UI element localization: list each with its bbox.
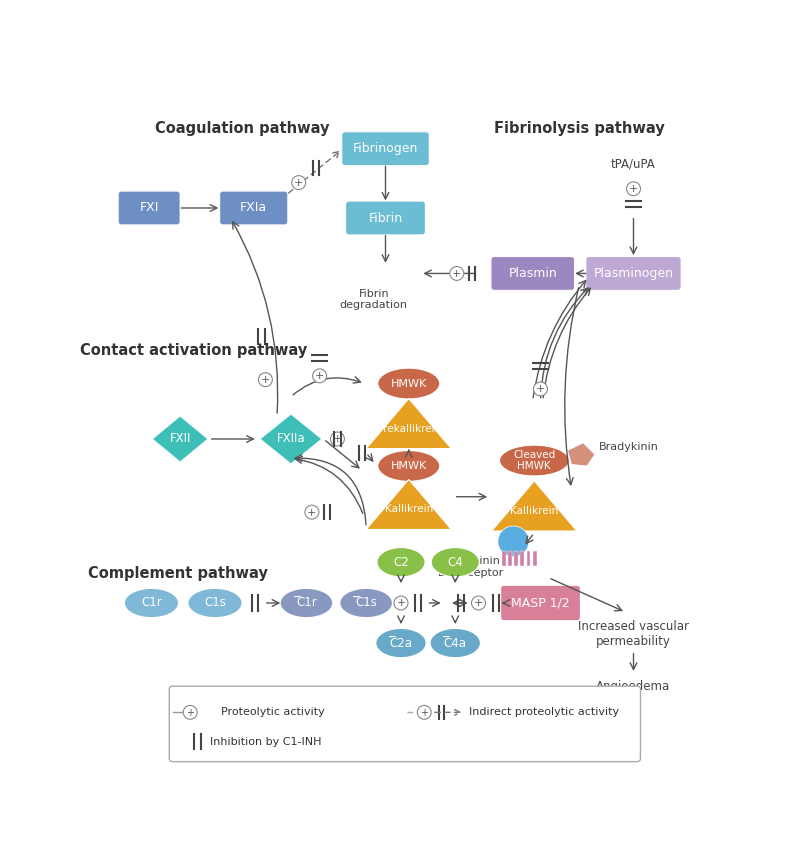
Circle shape bbox=[292, 176, 306, 190]
Text: Cleaved
HMWK: Cleaved HMWK bbox=[514, 450, 555, 472]
Ellipse shape bbox=[340, 589, 393, 617]
Ellipse shape bbox=[280, 589, 333, 617]
Text: C4a: C4a bbox=[444, 636, 467, 649]
Ellipse shape bbox=[377, 548, 425, 577]
Ellipse shape bbox=[188, 589, 242, 617]
Text: Angioedema: Angioedema bbox=[596, 680, 671, 693]
Text: FXII: FXII bbox=[169, 433, 191, 446]
Text: C2: C2 bbox=[393, 556, 409, 569]
Text: Contact activation pathway: Contact activation pathway bbox=[80, 342, 307, 358]
Circle shape bbox=[305, 505, 319, 519]
Circle shape bbox=[498, 526, 529, 557]
Circle shape bbox=[258, 373, 273, 387]
Circle shape bbox=[533, 382, 547, 396]
Text: Plasminogen: Plasminogen bbox=[593, 267, 674, 280]
Text: Proteolytic activity: Proteolytic activity bbox=[221, 707, 325, 717]
Polygon shape bbox=[366, 399, 451, 448]
Text: Fibrin: Fibrin bbox=[368, 212, 403, 225]
Text: +: + bbox=[420, 707, 428, 718]
FancyBboxPatch shape bbox=[342, 132, 429, 166]
Bar bbox=[514, 551, 518, 566]
Text: +: + bbox=[294, 178, 303, 188]
Circle shape bbox=[183, 706, 198, 720]
FancyBboxPatch shape bbox=[586, 257, 681, 290]
Polygon shape bbox=[491, 481, 577, 531]
Text: C1r: C1r bbox=[296, 596, 317, 610]
FancyBboxPatch shape bbox=[345, 201, 425, 235]
Text: Bradykinin: Bradykinin bbox=[599, 441, 659, 452]
Circle shape bbox=[626, 182, 641, 196]
Text: C2a: C2a bbox=[389, 636, 412, 649]
FancyBboxPatch shape bbox=[501, 585, 581, 621]
Bar bbox=[532, 551, 536, 566]
Circle shape bbox=[313, 369, 326, 382]
Text: +: + bbox=[452, 269, 461, 279]
Text: −: − bbox=[388, 631, 397, 642]
Text: +: + bbox=[629, 184, 638, 194]
Text: +: + bbox=[536, 384, 545, 394]
Polygon shape bbox=[366, 479, 451, 530]
Text: FXIIa: FXIIa bbox=[276, 433, 305, 446]
Text: Plasmin: Plasmin bbox=[509, 267, 557, 280]
Text: −: − bbox=[352, 591, 361, 602]
Text: Bradykinin
B2 receptor: Bradykinin B2 receptor bbox=[438, 556, 503, 577]
Text: Complement pathway: Complement pathway bbox=[88, 566, 268, 581]
Text: Fibrinolysis pathway: Fibrinolysis pathway bbox=[494, 121, 664, 136]
Text: Inhibition by C1-INH: Inhibition by C1-INH bbox=[210, 737, 322, 746]
Ellipse shape bbox=[378, 368, 440, 399]
FancyBboxPatch shape bbox=[220, 191, 288, 225]
Text: HMWK: HMWK bbox=[390, 379, 427, 388]
Polygon shape bbox=[152, 416, 208, 462]
Ellipse shape bbox=[430, 629, 480, 658]
Circle shape bbox=[417, 706, 431, 720]
Ellipse shape bbox=[124, 589, 179, 617]
Circle shape bbox=[472, 596, 486, 610]
Text: FXI: FXI bbox=[140, 201, 159, 214]
Text: HMWK: HMWK bbox=[390, 461, 427, 471]
Circle shape bbox=[394, 596, 408, 610]
Bar bbox=[527, 551, 530, 566]
Text: Coagulation pathway: Coagulation pathway bbox=[155, 121, 329, 136]
Text: Fibrinogen: Fibrinogen bbox=[353, 142, 418, 155]
Text: Increased vascular
permeability: Increased vascular permeability bbox=[578, 620, 689, 648]
Text: tPA/uPA: tPA/uPA bbox=[611, 158, 656, 171]
Text: C4: C4 bbox=[447, 556, 463, 569]
Text: MASP 1/2: MASP 1/2 bbox=[511, 596, 570, 610]
Ellipse shape bbox=[499, 445, 569, 476]
Text: Prekallikrein: Prekallikrein bbox=[377, 424, 441, 434]
Circle shape bbox=[330, 432, 344, 446]
Text: Kallikrein: Kallikrein bbox=[385, 505, 433, 514]
Ellipse shape bbox=[378, 451, 440, 481]
FancyBboxPatch shape bbox=[491, 257, 574, 290]
Text: −: − bbox=[292, 591, 301, 602]
Text: +: + bbox=[333, 434, 342, 445]
Text: +: + bbox=[397, 598, 406, 609]
Text: C1s: C1s bbox=[204, 596, 226, 610]
Polygon shape bbox=[568, 443, 595, 466]
Bar bbox=[508, 551, 512, 566]
Ellipse shape bbox=[431, 548, 480, 577]
Text: C1r: C1r bbox=[141, 596, 162, 610]
Text: −: − bbox=[442, 631, 450, 642]
Ellipse shape bbox=[376, 629, 426, 658]
Text: Fibrin
degradation: Fibrin degradation bbox=[340, 289, 408, 310]
Text: FXIa: FXIa bbox=[240, 201, 267, 214]
Text: +: + bbox=[474, 598, 483, 609]
Circle shape bbox=[450, 266, 464, 280]
Text: Indirect proteolytic activity: Indirect proteolytic activity bbox=[469, 707, 619, 717]
Text: +: + bbox=[315, 371, 325, 381]
Text: +: + bbox=[261, 375, 270, 385]
Text: Kallikrein: Kallikrein bbox=[510, 506, 559, 516]
Polygon shape bbox=[260, 414, 322, 464]
Text: +: + bbox=[186, 707, 194, 718]
Text: +: + bbox=[307, 507, 317, 518]
Text: C1s: C1s bbox=[356, 596, 377, 610]
Bar bbox=[521, 551, 525, 566]
FancyBboxPatch shape bbox=[118, 191, 180, 225]
Bar bbox=[502, 551, 506, 566]
FancyBboxPatch shape bbox=[169, 686, 641, 761]
